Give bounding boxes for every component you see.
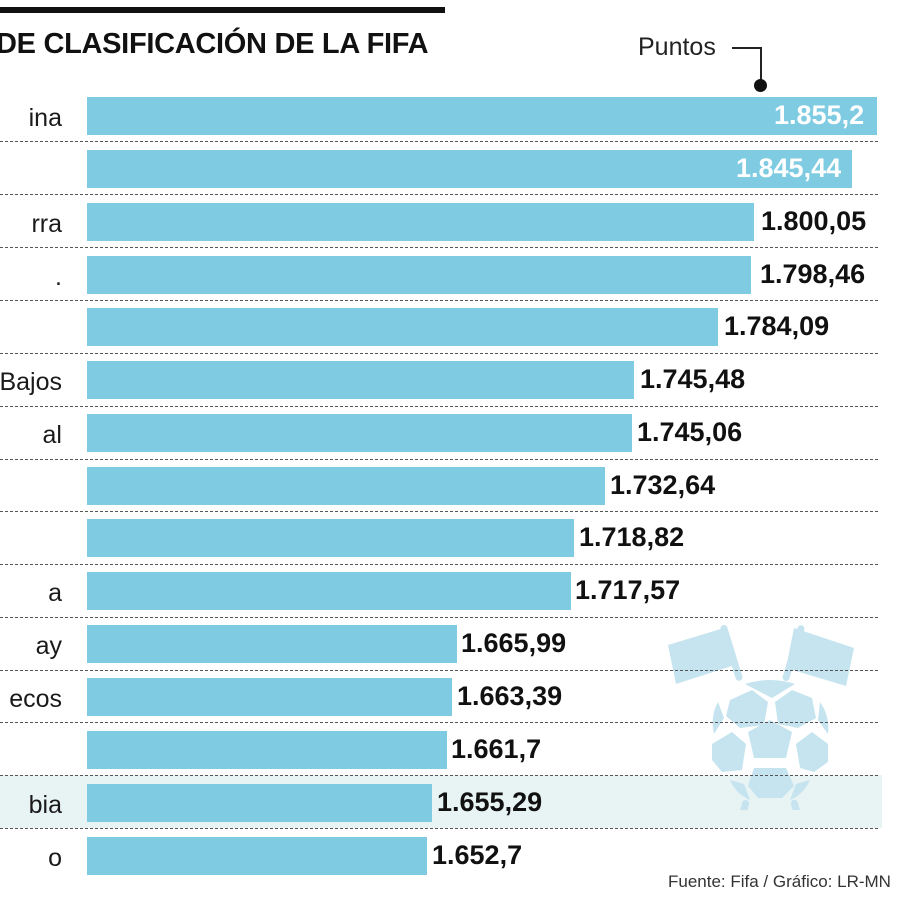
country-label: o	[48, 844, 62, 872]
row-separator	[0, 511, 878, 512]
country-label: al	[42, 421, 62, 449]
value-label: 1.784,09	[724, 311, 830, 341]
source-credit: Fuente: Fifa / Gráfico: LR-MN	[668, 872, 891, 891]
bar	[87, 731, 447, 769]
chart-row: ay 1.665,99	[0, 625, 900, 677]
chart-row: 1.718,82	[0, 519, 900, 571]
country-label: .	[55, 263, 62, 291]
row-separator	[0, 564, 878, 565]
bar	[87, 572, 571, 610]
bar	[87, 308, 718, 346]
value-label: 1.732,64	[610, 470, 716, 500]
row-separator	[0, 722, 878, 723]
bar	[87, 625, 457, 663]
value-label: 1.745,48	[640, 364, 746, 394]
bar	[87, 784, 432, 822]
value-label: 1.845,44	[736, 153, 842, 183]
row-separator	[0, 141, 878, 142]
bar	[87, 678, 452, 716]
value-label: 1.655,29	[437, 787, 543, 817]
row-separator	[0, 617, 878, 618]
row-separator	[0, 670, 878, 671]
legend-label: Puntos	[638, 33, 716, 61]
value-label: 1.665,99	[461, 628, 567, 658]
value-label: 1.652,7	[432, 840, 523, 870]
chart-row: Bajos 1.745,48	[0, 361, 900, 413]
bar	[87, 256, 751, 294]
bar	[87, 97, 877, 135]
value-label: 1.663,39	[457, 681, 563, 711]
bar	[87, 361, 634, 399]
chart-row: 1.732,64	[0, 467, 900, 519]
value-label: 1.718,82	[579, 522, 685, 552]
value-label: 1.800,05	[761, 206, 867, 236]
bar	[87, 150, 852, 188]
chart-title: DE CLASIFICACIÓN DE LA FIFA	[0, 28, 429, 60]
chart-row: . 1.798,46	[0, 256, 900, 308]
chart-row: o 1.652,7	[0, 837, 900, 889]
row-separator	[0, 353, 878, 354]
country-label: ina	[28, 104, 62, 132]
row-separator	[0, 459, 878, 460]
country-label: Bajos	[0, 368, 62, 396]
bar	[87, 467, 605, 505]
chart-row-highlighted: bia 1.655,29	[0, 784, 900, 836]
bar	[87, 414, 632, 452]
row-separator	[0, 300, 878, 301]
legend-dot-marker	[754, 79, 767, 92]
chart-row: ecos 1.663,39	[0, 678, 900, 730]
row-separator	[0, 406, 878, 407]
row-separator	[0, 775, 878, 776]
country-label: ecos	[9, 685, 62, 713]
chart-row: ina 1.855,2	[0, 97, 900, 149]
chart-row: 1.845,44	[0, 150, 900, 202]
chart-row: al 1.745,06	[0, 414, 900, 466]
value-label: 1.798,46	[760, 259, 866, 289]
chart-row: a 1.717,57	[0, 572, 900, 624]
value-label: 1.745,06	[637, 417, 743, 447]
row-separator	[0, 247, 878, 248]
country-label: rra	[31, 210, 62, 238]
top-rule	[0, 7, 445, 13]
legend-leader-line	[732, 47, 761, 49]
bar	[87, 837, 427, 875]
country-label: ay	[35, 632, 62, 660]
chart-row: 1.661,7	[0, 731, 900, 783]
value-label: 1.855,2	[774, 100, 865, 130]
value-label: 1.661,7	[451, 734, 542, 764]
chart-row: 1.784,09	[0, 308, 900, 360]
chart-row: rra 1.800,05	[0, 203, 900, 255]
legend-leader-line-vertical	[760, 47, 762, 85]
row-separator	[0, 828, 878, 829]
country-label: bia	[28, 791, 62, 819]
value-label: 1.717,57	[575, 575, 681, 605]
country-label: a	[48, 579, 62, 607]
bar	[87, 203, 754, 241]
bar	[87, 519, 574, 557]
row-separator	[0, 194, 878, 195]
